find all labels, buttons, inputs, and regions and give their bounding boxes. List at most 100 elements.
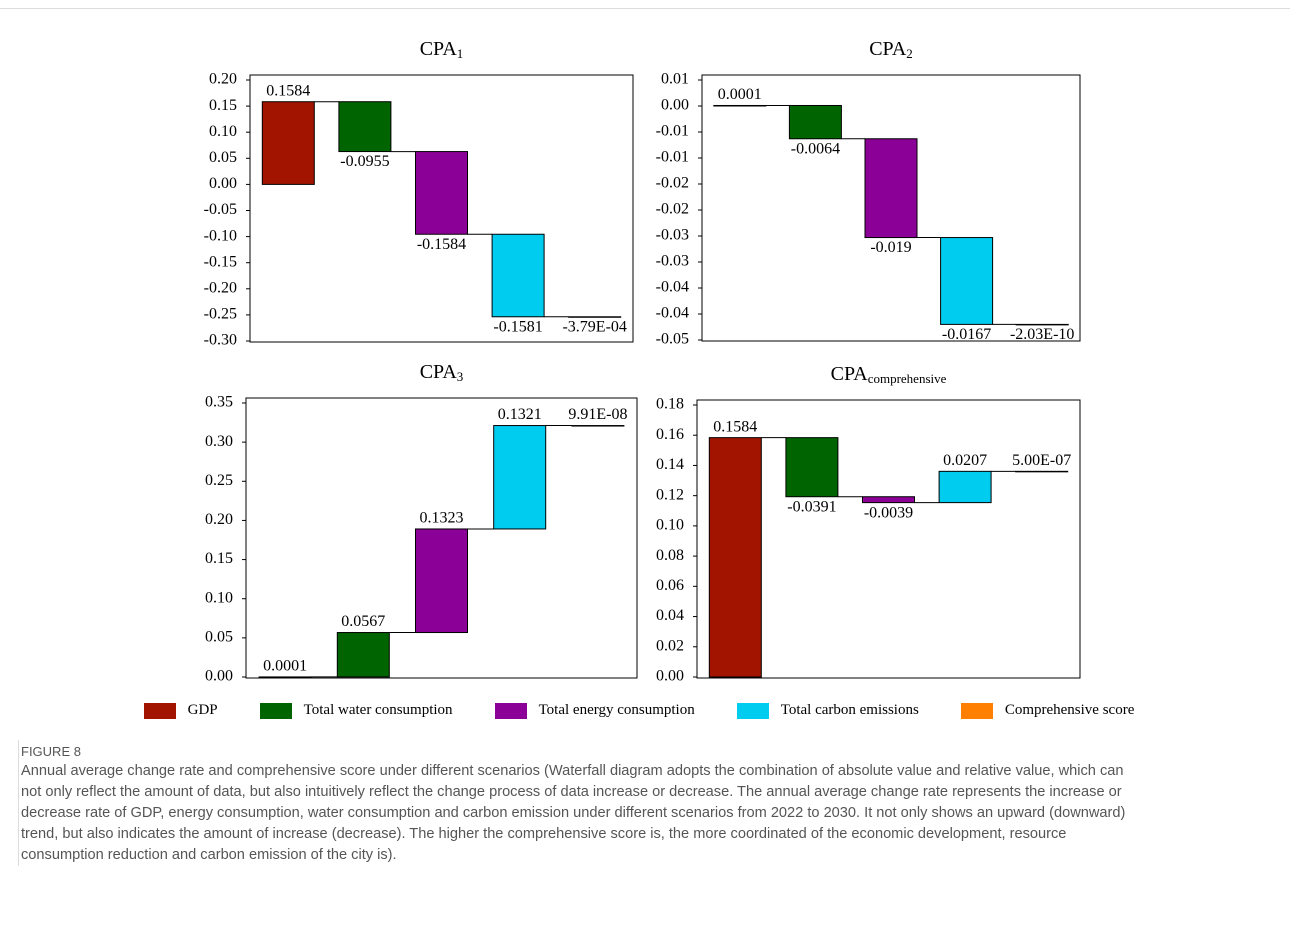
y-tick-label: -0.01 [656, 149, 689, 166]
legend-swatch [960, 702, 993, 719]
bar [261, 101, 315, 185]
y-tick-label: 0.05 [209, 149, 237, 166]
legend-swatch [736, 702, 769, 719]
y-tick-label: 0.18 [656, 396, 684, 413]
y-tick-label: 0.35 [205, 394, 233, 411]
bar [862, 496, 915, 504]
bar [258, 676, 312, 678]
bar [338, 101, 392, 153]
plot-frame [701, 74, 1081, 342]
value-label: 0.0001 [718, 86, 762, 103]
legend-swatch [259, 702, 292, 719]
legend-item: Total energy consumption [494, 702, 695, 719]
legend-label: GDP [187, 702, 218, 718]
bar [1015, 323, 1069, 326]
divider [0, 8, 1290, 9]
bar [788, 104, 842, 140]
plot-frame [696, 399, 1081, 679]
y-tick-label: 0.12 [656, 486, 684, 503]
bar [415, 528, 468, 634]
y-tick-label: 0.14 [656, 456, 684, 473]
legend-label: Total energy consumption [538, 702, 695, 718]
y-tick-label: -0.02 [656, 201, 689, 218]
legend-label: Total carbon emissions [780, 702, 919, 718]
y-tick-label: -0.05 [204, 201, 237, 218]
chart-title-main: CPA [420, 38, 458, 60]
value-label: 0.1323 [420, 510, 464, 527]
y-tick-label: 0.10 [209, 123, 237, 140]
bar [864, 138, 918, 239]
value-label: 0.0207 [943, 452, 987, 469]
y-tick-label: 0.15 [205, 550, 233, 567]
legend-swatch [143, 702, 176, 719]
value-label: -0.0064 [791, 140, 840, 157]
value-label: 9.91E-08 [568, 406, 627, 423]
bar [568, 316, 622, 318]
legend-item: GDP [143, 702, 218, 719]
value-label: -0.019 [870, 239, 911, 256]
chart-title: CPA1 [420, 38, 464, 61]
y-tick-label: 0.05 [205, 629, 233, 646]
bar [336, 632, 390, 678]
legend-swatch [494, 702, 527, 719]
value-label: 5.00E-07 [1012, 452, 1071, 469]
chart-title: CPA3 [420, 361, 464, 384]
bar [708, 437, 762, 678]
y-tick-label: -0.04 [656, 279, 689, 296]
y-tick-label: 0.20 [205, 511, 233, 528]
value-label: 0.1584 [713, 418, 757, 435]
y-tick-label: -0.01 [656, 123, 689, 140]
value-label: 0.0001 [263, 658, 307, 675]
value-label: 0.1584 [266, 82, 310, 99]
y-tick-label: 0.16 [656, 426, 684, 443]
figure-caption: Annual average change rate and comprehen… [21, 763, 1126, 863]
y-tick-label: 0.10 [656, 517, 684, 534]
y-tick-label: -0.20 [204, 279, 237, 296]
chart-title: CPA2 [869, 38, 913, 61]
y-tick-label: 0.00 [656, 668, 684, 685]
bar [785, 437, 839, 498]
y-tick-label: 0.06 [656, 577, 684, 594]
bar [1015, 470, 1069, 473]
y-tick-label: -0.30 [204, 332, 237, 349]
y-tick-label: -0.25 [204, 306, 237, 323]
plot-frame [245, 397, 638, 679]
legend-item: Total water consumption [259, 702, 453, 719]
y-tick-label: -0.03 [656, 227, 689, 244]
bar [938, 470, 992, 504]
legend-label: Comprehensive score [1004, 702, 1135, 718]
caption: FIGURE 8 Annual average change rate and … [18, 740, 1131, 866]
legend: GDP Total water consumption Total energy c… [0, 702, 1290, 719]
y-tick-label: -0.15 [204, 253, 237, 270]
value-label: -0.0039 [864, 504, 913, 521]
y-tick-label: 0.00 [209, 175, 237, 192]
y-tick-label: 0.02 [656, 637, 684, 654]
value-label: 0.1321 [498, 406, 542, 423]
value-label: -0.0391 [787, 498, 836, 515]
bar [713, 104, 767, 107]
y-tick-label: -0.05 [656, 331, 689, 348]
y-tick-label: -0.02 [656, 175, 689, 192]
legend-item: Total carbon emissions [736, 702, 919, 719]
y-tick-label: 0.25 [205, 472, 233, 489]
y-tick-label: -0.04 [656, 305, 689, 322]
y-tick-label: 0.15 [209, 97, 237, 114]
y-tick-label: 0.30 [205, 433, 233, 450]
chart-title-subscript: 3 [457, 369, 464, 384]
value-label: -0.1584 [417, 236, 466, 253]
chart-title: CPAcomprehensive [831, 363, 947, 386]
value-label: -0.0955 [340, 153, 389, 170]
y-tick-label: 0.04 [656, 607, 684, 624]
y-tick-label: -0.03 [656, 253, 689, 270]
chart-title-main: CPA [420, 361, 458, 383]
legend-item: Comprehensive score [960, 702, 1135, 719]
y-tick-label: 0.08 [656, 547, 684, 564]
bar [415, 151, 468, 235]
y-tick-label: 0.00 [661, 97, 689, 114]
legend-label: Total water consumption [303, 702, 453, 718]
value-label: -0.0167 [942, 326, 991, 343]
chart-title-main: CPA [831, 363, 869, 385]
bar [493, 425, 547, 530]
chart-title-main: CPA [869, 38, 907, 60]
